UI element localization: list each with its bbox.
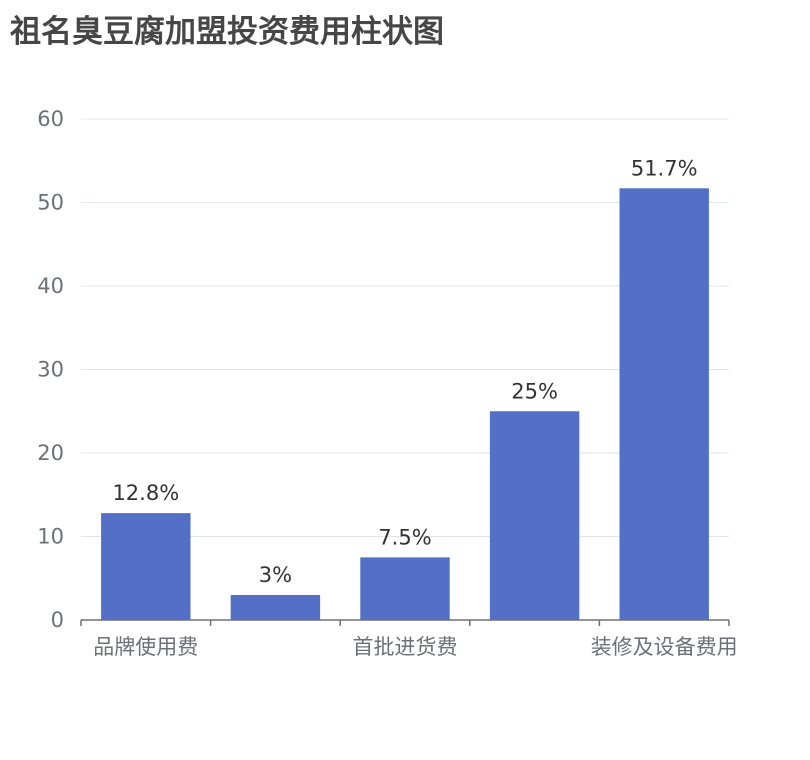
data-label: 12.8%: [112, 481, 179, 505]
data-label: 51.7%: [631, 156, 698, 180]
y-tick-label: 40: [37, 274, 64, 298]
y-tick-label: 50: [37, 191, 64, 215]
data-labels: 12.8% 3% 7.5% 25% 51.7%: [112, 156, 697, 587]
bar: [230, 594, 321, 620]
y-tick-label: 60: [37, 107, 64, 131]
x-category-label: 首批进货费: [353, 635, 458, 659]
bar: [619, 188, 709, 620]
y-tick-label: 10: [37, 525, 64, 549]
x-category-label: 装修及设备费用: [591, 635, 738, 659]
y-tick-label: 30: [37, 358, 64, 382]
bar: [489, 411, 580, 620]
data-label: 3%: [259, 563, 292, 587]
y-tick-label: 20: [37, 441, 64, 465]
y-axis-ticks: 0 10 20 30 40 50 60: [37, 107, 64, 632]
data-label: 25%: [511, 379, 558, 403]
x-category-label: 品牌使用费: [93, 635, 198, 659]
y-tick-label: 0: [51, 608, 64, 632]
x-axis: 品牌使用费 首批进货费 装修及设备费用: [80, 619, 738, 659]
data-label: 7.5%: [378, 525, 431, 549]
bar: [360, 557, 450, 620]
chart-title: 祖名臭豆腐加盟投资费用柱状图: [10, 14, 444, 50]
bar: [101, 513, 191, 620]
bars: [101, 188, 709, 620]
